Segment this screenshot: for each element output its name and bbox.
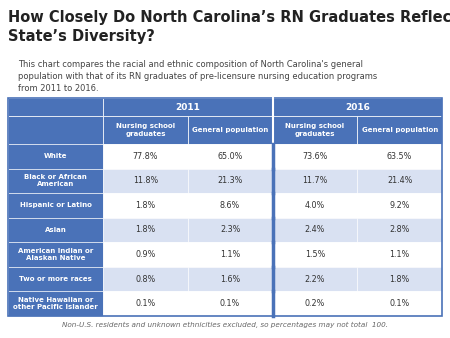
Bar [188, 193, 273, 218]
Bar [273, 218, 357, 242]
Bar [103, 291, 188, 316]
Text: Native Hawaiian or
other Pacific Islander: Native Hawaiian or other Pacific Islande… [13, 297, 98, 310]
Text: General population: General population [192, 127, 268, 133]
Text: 4.0%: 4.0% [305, 201, 325, 210]
Bar [188, 169, 273, 193]
Bar [273, 291, 357, 316]
Bar [8, 98, 103, 116]
Bar [357, 218, 442, 242]
Bar [357, 193, 442, 218]
Text: 2.4%: 2.4% [305, 225, 325, 235]
Text: Black or African
American: Black or African American [24, 174, 87, 187]
Bar [273, 98, 442, 116]
Text: 1.5%: 1.5% [305, 250, 325, 259]
Text: 2.8%: 2.8% [389, 225, 410, 235]
Bar [8, 267, 103, 291]
Text: Two or more races: Two or more races [19, 276, 92, 282]
Bar [357, 169, 442, 193]
Text: 0.9%: 0.9% [135, 250, 156, 259]
Bar [357, 267, 442, 291]
Text: 8.6%: 8.6% [220, 201, 240, 210]
Text: 65.0%: 65.0% [217, 152, 243, 161]
Text: 1.8%: 1.8% [135, 201, 156, 210]
Bar [273, 193, 357, 218]
Bar [103, 218, 188, 242]
Text: 21.3%: 21.3% [217, 176, 243, 185]
Text: 2.2%: 2.2% [305, 275, 325, 284]
Text: 1.6%: 1.6% [220, 275, 240, 284]
Text: How Closely Do North Carolina’s RN Graduates Reflect the
State’s Diversity?: How Closely Do North Carolina’s RN Gradu… [8, 10, 450, 44]
Bar [188, 218, 273, 242]
Bar [8, 291, 103, 316]
Bar [273, 242, 357, 267]
Text: White: White [44, 153, 67, 159]
Text: This chart compares the racial and ethnic composition of North Carolina's genera: This chart compares the racial and ethni… [18, 60, 377, 93]
Text: 0.1%: 0.1% [220, 299, 240, 308]
Bar [357, 144, 442, 169]
Text: 2.3%: 2.3% [220, 225, 240, 235]
Text: 1.1%: 1.1% [220, 250, 240, 259]
Text: 11.8%: 11.8% [133, 176, 158, 185]
Bar [8, 98, 442, 316]
Bar [103, 193, 188, 218]
Text: 63.5%: 63.5% [387, 152, 412, 161]
Bar [8, 169, 103, 193]
Text: 0.2%: 0.2% [305, 299, 325, 308]
Text: 0.8%: 0.8% [135, 275, 156, 284]
Bar [273, 169, 357, 193]
Bar [273, 144, 357, 169]
Text: Non-U.S. residents and unknown ethnicities excluded, so percentages may not tota: Non-U.S. residents and unknown ethniciti… [62, 322, 388, 328]
Bar [8, 242, 103, 267]
Bar [188, 267, 273, 291]
Text: 0.1%: 0.1% [390, 299, 410, 308]
Text: 9.2%: 9.2% [389, 201, 410, 210]
Text: Asian: Asian [45, 227, 67, 233]
Text: 73.6%: 73.6% [302, 152, 328, 161]
Text: 11.7%: 11.7% [302, 176, 328, 185]
Text: Hispanic or Latino: Hispanic or Latino [19, 202, 91, 209]
Bar [103, 169, 188, 193]
Text: 2011: 2011 [176, 102, 200, 112]
Bar [188, 116, 273, 144]
Bar [103, 242, 188, 267]
Text: 77.8%: 77.8% [133, 152, 158, 161]
Bar [357, 242, 442, 267]
Text: Nursing school
graduates: Nursing school graduates [285, 123, 344, 137]
Bar [357, 116, 442, 144]
Text: 21.4%: 21.4% [387, 176, 412, 185]
Text: 1.8%: 1.8% [390, 275, 410, 284]
Bar [103, 116, 188, 144]
Bar [103, 267, 188, 291]
Bar [103, 98, 273, 116]
Bar [8, 218, 103, 242]
Bar [357, 291, 442, 316]
Bar [273, 267, 357, 291]
Text: American Indian or
Alaskan Native: American Indian or Alaskan Native [18, 248, 93, 261]
Bar [8, 116, 103, 144]
Bar [8, 193, 103, 218]
Bar [188, 291, 273, 316]
Text: General population: General population [361, 127, 438, 133]
Text: Nursing school
graduates: Nursing school graduates [116, 123, 175, 137]
Bar [103, 144, 188, 169]
Text: 1.1%: 1.1% [390, 250, 410, 259]
Text: 1.8%: 1.8% [135, 225, 156, 235]
Bar [188, 242, 273, 267]
Text: 2016: 2016 [345, 102, 370, 112]
Bar [8, 144, 103, 169]
Bar [188, 144, 273, 169]
Bar [273, 116, 357, 144]
Text: 0.1%: 0.1% [135, 299, 156, 308]
